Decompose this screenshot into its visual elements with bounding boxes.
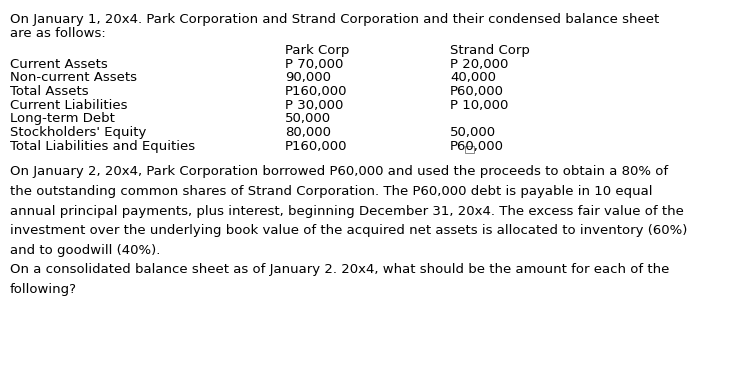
Text: Total Liabilities and Equities: Total Liabilities and Equities <box>10 139 195 152</box>
Text: 90,000: 90,000 <box>285 71 331 84</box>
Text: P 10,000: P 10,000 <box>450 99 508 112</box>
Text: investment over the underlying book value of the acquired net assets is allocate: investment over the underlying book valu… <box>10 224 687 237</box>
Text: Long-term Debt: Long-term Debt <box>10 112 115 125</box>
Text: P 70,000: P 70,000 <box>285 58 343 71</box>
Text: On January 2, 20x4, Park Corporation borrowed P60,000 and used the proceeds to o: On January 2, 20x4, Park Corporation bor… <box>10 165 667 178</box>
Text: Park Corp: Park Corp <box>285 44 349 57</box>
Text: the outstanding common shares of Strand Corporation. The P60,000 debt is payable: the outstanding common shares of Strand … <box>10 185 652 198</box>
Text: Non-current Assets: Non-current Assets <box>10 71 137 84</box>
Text: following?: following? <box>10 283 77 296</box>
Text: 80,000: 80,000 <box>285 126 331 139</box>
Text: 50,000: 50,000 <box>285 112 331 125</box>
Text: P160,000: P160,000 <box>285 85 347 98</box>
Text: Strand Corp: Strand Corp <box>450 44 530 57</box>
Text: Stockholders' Equity: Stockholders' Equity <box>10 126 146 139</box>
Text: and to goodwill (40%).: and to goodwill (40%). <box>10 244 160 257</box>
Text: P160,000: P160,000 <box>285 139 347 152</box>
Text: On January 1, 20x4. Park Corporation and Strand Corporation and their condensed : On January 1, 20x4. Park Corporation and… <box>10 13 659 26</box>
Text: 50,000: 50,000 <box>450 126 496 139</box>
Text: Total Assets: Total Assets <box>10 85 88 98</box>
Text: P60,000: P60,000 <box>450 139 504 152</box>
Text: Current Liabilities: Current Liabilities <box>10 99 127 112</box>
Text: annual principal payments, plus interest, beginning December 31, 20x4. The exces: annual principal payments, plus interest… <box>10 205 684 218</box>
Text: Current Assets: Current Assets <box>10 58 107 71</box>
Text: P60,000: P60,000 <box>450 85 504 98</box>
Text: P 30,000: P 30,000 <box>285 99 343 112</box>
Text: P 20,000: P 20,000 <box>450 58 508 71</box>
Text: are as follows:: are as follows: <box>10 27 105 40</box>
Text: 40,000: 40,000 <box>450 71 496 84</box>
Text: On a consolidated balance sheet as of January 2. 20x4, what should be the amount: On a consolidated balance sheet as of Ja… <box>10 263 669 276</box>
